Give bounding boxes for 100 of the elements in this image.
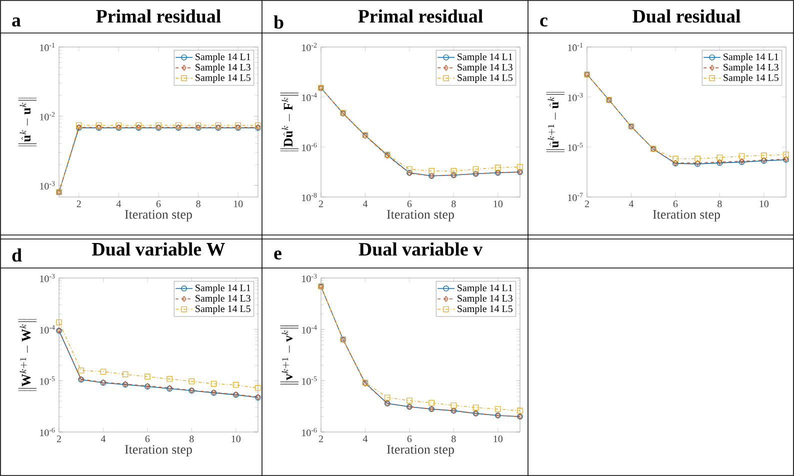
x-axis-title: Iteration step (124, 210, 192, 222)
point (255, 385, 261, 391)
point (56, 319, 62, 326)
y-tick-label: 10$^{-2}$ (40, 112, 55, 120)
y-tick-label: 10$^{-4}$ (302, 325, 317, 334)
x-tick-label: 10 (494, 200, 503, 208)
point (494, 406, 501, 412)
legend-label: Sample 14 L1 (724, 53, 778, 62)
point (406, 166, 412, 172)
point (406, 398, 412, 404)
y-tick-label: 10$^{-4}$ (40, 325, 55, 334)
x-axis-title: Iteration step (124, 445, 192, 456)
y-tick-label: 10$^{-1}$ (568, 42, 583, 52)
y-tick-label: 10$^{-6}$ (302, 428, 317, 436)
point (166, 376, 172, 382)
text: e (274, 250, 282, 260)
point (188, 378, 195, 384)
x-tick-label: 10 (234, 200, 243, 208)
x-tick-label: 8 (452, 436, 456, 442)
x-tick-label: 2 (318, 436, 323, 442)
legend-label: Sample 14 L5 (458, 74, 512, 84)
x-tick-label: 8 (190, 436, 194, 442)
y-tick-label: 10$^{-1}$ (40, 42, 55, 52)
x-tick-label: 4 (628, 200, 634, 208)
y-axis-title: $\left\|\mathbf{v}^{k+1}-\mathbf{v}^k\right\|$ (280, 326, 299, 384)
legend-label: Sample 14 L5 (458, 305, 512, 314)
x-tick-label: 8 (196, 200, 200, 208)
legend-label: Sample 14 L3 (458, 294, 512, 304)
point (100, 368, 106, 375)
y-tick-label: 10$^{-7}$ (568, 192, 583, 202)
point (78, 368, 84, 374)
y-tick-label: 10$^{-3}$ (40, 274, 55, 282)
chart-title: Primal residual (96, 9, 221, 23)
x-tick-label: 8 (452, 200, 456, 208)
point (716, 154, 723, 160)
y-tick-label: 10$^{-3}$ (568, 92, 583, 102)
x-tick-label: 4 (100, 436, 106, 442)
x-axis-title: Iteration step (652, 210, 720, 222)
y-tick-label: 10$^{-3}$ (302, 274, 317, 282)
chart-title: Dual variable W (92, 242, 225, 256)
y-tick-label: 10$^{-5}$ (302, 376, 317, 385)
legend-label: Sample 14 L1 (458, 284, 512, 294)
x-tick-label: 10 (760, 200, 769, 208)
legend-label: Sample 14 L5 (196, 305, 250, 314)
y-axis-title: $\left\|\hat{\mathbf{u}}^k-\mathbf{u}^k\right\|$ (18, 98, 37, 146)
y-tick-label: 10$^{-3}$ (40, 181, 55, 190)
y-tick-label: 10$^{-6}$ (40, 428, 55, 436)
x-tick-label: 6 (407, 200, 412, 208)
legend-label: Sample 14 L3 (196, 294, 250, 304)
point (450, 402, 457, 408)
x-tick-label: 6 (145, 436, 150, 442)
x-tick-label: 4 (362, 200, 368, 208)
text: a (12, 17, 21, 27)
text: c (540, 17, 548, 27)
legend-label: Sample 14 L1 (196, 53, 250, 62)
x-tick-label: 4 (362, 436, 368, 442)
y-tick-label: 10$^{-8}$ (302, 192, 317, 202)
chart-title: Dual residual (632, 9, 740, 23)
text: b (274, 15, 284, 29)
point (494, 164, 501, 171)
legend-label: Sample 14 L3 (724, 64, 778, 73)
x-tick-label: 8 (718, 200, 722, 208)
point (428, 168, 434, 174)
x-tick-label: 10 (232, 436, 240, 442)
legend-label: Sample 14 L3 (458, 64, 512, 73)
x-tick-label: 6 (673, 200, 678, 208)
point (450, 168, 457, 174)
y-axis-title: $\left\|\mathbf{D}\hat{\mathbf{u}}^k-\mathbf{F}^k\right\|$ (280, 92, 299, 152)
y-tick-label: 10$^{-2}$ (302, 42, 317, 52)
y-axis-title: $\left\|\hat{\mathbf{u}}^{k+1}-\hat{\mathbf{u}}^k\right\|$ (546, 92, 565, 152)
x-tick-label: 6 (156, 200, 161, 208)
y-tick-label: 10$^{-5}$ (40, 376, 55, 385)
x-tick-label: 10 (494, 436, 503, 442)
x-tick-label: 2 (318, 200, 323, 208)
x-tick-label: 2 (584, 200, 589, 208)
point (517, 164, 523, 170)
chart-title: Primal residual (358, 9, 483, 23)
point (694, 156, 700, 162)
point (517, 408, 523, 414)
point (760, 152, 767, 158)
text: d (12, 248, 22, 262)
point (122, 371, 128, 378)
y-axis-title: $\left\|\mathbf{W}^{k+1}-\mathbf{W}^k\right\|$ (18, 319, 37, 391)
point (783, 152, 789, 158)
point (428, 400, 434, 406)
point (472, 166, 479, 172)
x-axis-title: Iteration step (386, 210, 454, 222)
x-tick-label: 6 (407, 436, 412, 442)
chart-title: Dual variable v (358, 242, 483, 256)
legend-label: Sample 14 L1 (458, 53, 512, 62)
x-tick-label: 2 (56, 436, 61, 442)
x-tick-label: 4 (116, 200, 122, 208)
legend-label: Sample 14 L5 (196, 74, 250, 84)
point (672, 156, 678, 162)
x-tick-label: 2 (76, 200, 81, 208)
legend-label: Sample 14 L1 (196, 284, 250, 294)
y-tick-label: 10$^{-4}$ (302, 92, 317, 102)
point (738, 153, 745, 160)
point (232, 382, 239, 388)
legend-label: Sample 14 L3 (196, 64, 250, 73)
